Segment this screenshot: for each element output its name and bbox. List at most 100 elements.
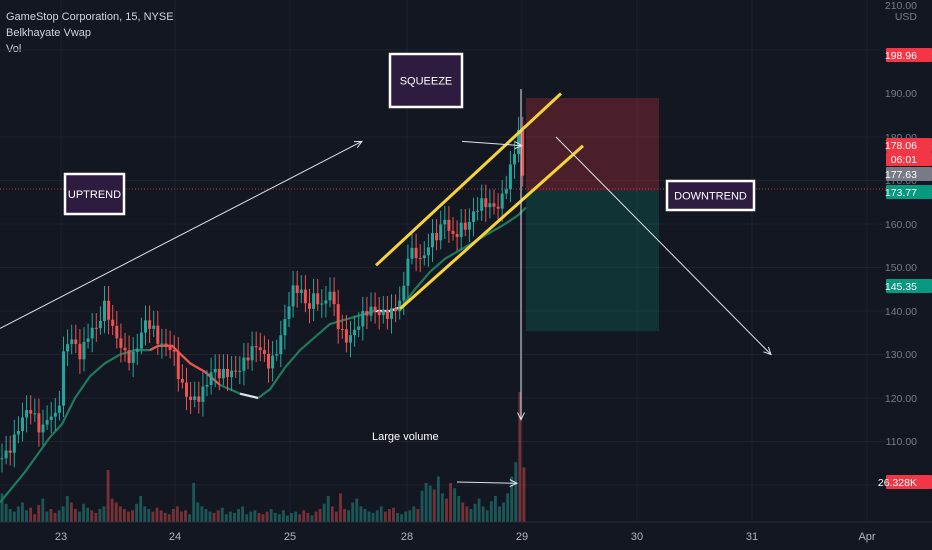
candle-body [70,339,74,345]
candle-body [279,335,283,355]
volume-bar [306,512,310,522]
candle-body [488,203,492,208]
candle-body [271,355,275,369]
candle-body [131,351,135,363]
volume-bar [514,462,518,522]
volume-bar [204,509,208,522]
price-label-badge [886,475,932,489]
volume-bar [379,506,383,522]
candle-body [513,154,516,165]
volume-bar [188,514,192,522]
volume-bar [473,503,477,522]
candle-body [258,347,262,351]
candle-body [41,424,45,433]
volume-bar [33,514,37,522]
volume-bar [489,501,493,522]
volume-bar [184,510,187,522]
drawings[interactable] [0,89,772,488]
candle-body [53,412,57,417]
take-profit-zone[interactable] [526,190,659,332]
short-position-tool[interactable] [0,98,886,332]
volume-bar [151,511,155,522]
candle-body [139,332,143,349]
downtrend-label-box[interactable] [665,179,756,212]
time-tick-label: 29 [516,531,528,543]
volume-bar [220,507,224,522]
candle-body [234,370,238,372]
candle-body [209,372,213,385]
volume-bar [253,510,257,522]
candle-body [8,450,12,453]
candle-body [275,354,279,356]
candle-body [312,293,316,309]
squeeze-label-box[interactable] [388,52,464,109]
volume-bar [200,506,204,522]
volume-bar [196,502,200,522]
channel-line[interactable] [374,92,563,267]
candle-body [189,396,193,401]
volume-bar [493,496,497,522]
candle-body [152,325,156,329]
price-axis[interactable]: 110.00120.00130.00140.00150.00160.00170.… [878,0,932,522]
volume-bar [143,506,147,522]
arrow-line[interactable] [456,481,518,484]
arrow-line[interactable] [0,140,363,329]
volume-bar [86,507,90,522]
volume-bar [180,511,183,522]
candle-body [119,338,123,348]
volume-bar [400,514,404,522]
volume-bar [440,493,444,522]
candle-body [197,396,201,402]
time-axis[interactable]: 23 24 25 28 29 30 31 Apr [0,521,932,550]
candle-body [443,219,447,225]
candle-body [185,382,188,397]
volume-bar [74,509,77,522]
volume-bar [122,509,126,522]
time-tick-label: 24 [169,531,181,543]
arrow-line[interactable] [555,136,772,355]
candle-body [353,329,357,336]
candle-body [394,308,398,312]
volume-bar [159,510,163,522]
arrow-head [353,140,364,149]
candle-body [201,386,205,402]
candle-body [410,247,414,259]
candle-body [328,291,332,301]
volume-bar [318,509,322,522]
volume-bar [314,511,318,522]
candle-body [480,198,484,211]
time-tick-label: 23 [55,531,67,543]
volume-bar [502,502,506,522]
arrow-line[interactable] [461,140,523,147]
volume-bar [53,512,57,522]
candle-body [390,308,393,319]
annotation-boxes[interactable]: SQUEEZE UPTREND DOWNTREND Large volume [63,52,756,443]
volume-bar [322,503,326,522]
volume-bar [147,509,151,522]
volume-bar [12,511,16,522]
volume-bar [347,510,351,522]
price-axis-bg [886,0,932,522]
candle-body [242,357,246,371]
price-label-text: 145.35 [885,281,917,293]
candle-body [98,321,102,329]
uptrend-label-box[interactable] [63,172,126,216]
volume-bar [208,511,212,522]
candles [0,116,525,473]
price-label-badge [886,167,932,181]
volume-bar [265,511,269,522]
volume-bar [392,507,395,522]
volume-bar [241,506,245,522]
candle-body [431,233,434,248]
candle-body [29,410,33,414]
channel-line[interactable] [399,144,584,310]
candle-body [86,338,90,342]
volume-bars [0,392,526,522]
candle-body [340,328,344,330]
symbol-title: GameStop Corporation, 15, NYSE [6,11,174,23]
candle-body [123,347,127,351]
volume-bar [4,503,8,522]
candle-body [398,300,402,312]
volume-bar [387,509,391,522]
